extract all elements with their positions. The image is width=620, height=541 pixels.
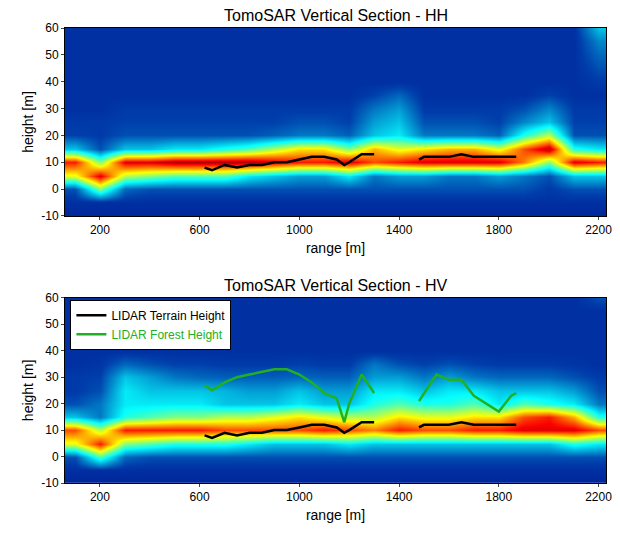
svg-text:40: 40 [45, 344, 59, 358]
svg-text:1400: 1400 [386, 490, 413, 504]
svg-text:0: 0 [52, 450, 59, 464]
svg-text:600: 600 [190, 490, 210, 504]
svg-text:-10: -10 [41, 476, 59, 490]
svg-text:1800: 1800 [485, 223, 512, 237]
svg-text:50: 50 [45, 317, 59, 331]
svg-text:50: 50 [45, 48, 59, 62]
svg-text:1000: 1000 [286, 490, 313, 504]
svg-text:200: 200 [90, 223, 110, 237]
svg-text:20: 20 [45, 129, 59, 143]
svg-text:10: 10 [45, 155, 59, 169]
svg-text:0: 0 [52, 182, 59, 196]
svg-text:1000: 1000 [286, 223, 313, 237]
svg-text:10: 10 [45, 423, 59, 437]
svg-text:height [m]: height [m] [20, 91, 36, 152]
svg-text:range [m]: range [m] [306, 240, 365, 256]
svg-text:1400: 1400 [386, 223, 413, 237]
svg-text:range [m]: range [m] [306, 507, 365, 523]
svg-text:60: 60 [45, 291, 59, 305]
svg-text:LIDAR Terrain Height: LIDAR Terrain Height [111, 309, 225, 323]
svg-text:-10: -10 [41, 209, 59, 223]
svg-text:40: 40 [45, 75, 59, 89]
svg-text:2200: 2200 [585, 490, 612, 504]
svg-text:height [m]: height [m] [20, 360, 36, 421]
svg-text:20: 20 [45, 397, 59, 411]
svg-text:LIDAR Forest Height: LIDAR Forest Height [111, 328, 222, 342]
svg-text:600: 600 [190, 223, 210, 237]
svg-text:30: 30 [45, 370, 59, 384]
svg-text:200: 200 [90, 490, 110, 504]
svg-text:60: 60 [45, 21, 59, 35]
svg-text:TomoSAR Vertical Section - HH: TomoSAR Vertical Section - HH [224, 7, 448, 24]
svg-text:1800: 1800 [485, 490, 512, 504]
svg-text:30: 30 [45, 102, 59, 116]
svg-text:2200: 2200 [585, 223, 612, 237]
svg-text:TomoSAR Vertical Section - HV: TomoSAR Vertical Section - HV [224, 277, 448, 294]
